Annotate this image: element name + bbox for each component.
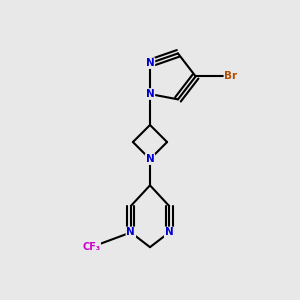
Text: N: N	[146, 89, 154, 99]
Text: N: N	[146, 154, 154, 164]
Text: Br: Br	[224, 71, 238, 81]
Text: N: N	[146, 58, 154, 68]
Text: CF₃: CF₃	[82, 242, 100, 252]
Text: N: N	[165, 227, 173, 237]
Text: N: N	[127, 227, 135, 237]
